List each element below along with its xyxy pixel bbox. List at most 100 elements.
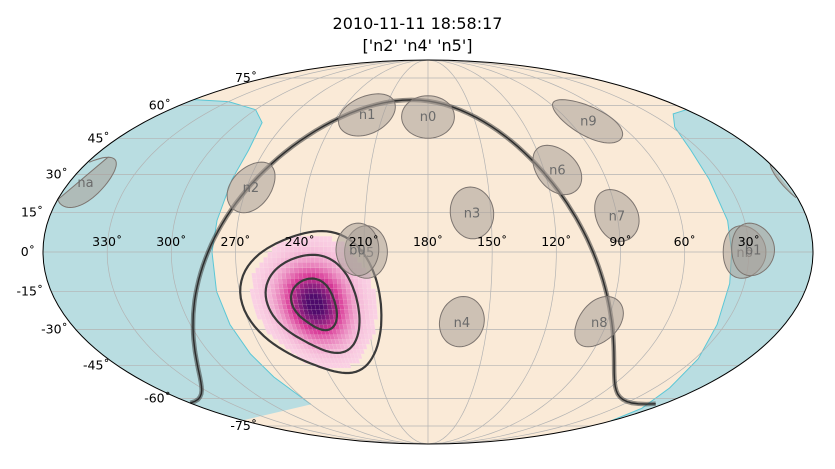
ra-tick-150: 150˚ (477, 234, 507, 249)
ra-tick-300: 300˚ (156, 234, 186, 249)
ra-tick-180: 180˚ (413, 234, 443, 249)
heatmap-cell (371, 293, 377, 300)
contour-1-sigma (290, 277, 338, 332)
heatmap-cell (289, 272, 295, 279)
heatmap-cell (341, 283, 347, 289)
heatmap-cell (280, 251, 285, 258)
heatmap-cell (310, 257, 315, 263)
detector-label-n3: n3 (464, 207, 481, 222)
heatmap-cell (338, 293, 344, 300)
ra-tick-60: 60˚ (674, 234, 696, 249)
heatmap-cell (272, 272, 278, 279)
heatmap-cell (307, 283, 313, 289)
heatmap-cell (323, 262, 328, 268)
heatmap-cell (333, 288, 339, 295)
dec-tick--15: -15˚ (17, 283, 44, 298)
dec-tick-45: 45˚ (88, 130, 110, 145)
heatmap-cell (280, 267, 286, 274)
heatmap-cell (359, 304, 365, 310)
heatmap-cell (323, 246, 328, 253)
detector-n2-footprint (226, 161, 276, 214)
heatmap-cell (371, 288, 376, 295)
heatmap-cell (332, 283, 338, 289)
heatmap-cell (271, 251, 277, 258)
heatmap-cell (331, 267, 337, 274)
heatmap-cell (316, 283, 322, 289)
heatmap-cell (311, 283, 317, 289)
graticule (43, 60, 813, 444)
heatmap-cell (255, 272, 261, 279)
dec-tick-60: 60˚ (149, 98, 171, 113)
heatmap-cell (327, 272, 333, 279)
heatmap-cell (366, 283, 372, 289)
ra-tick-330: 330˚ (92, 234, 122, 249)
heatmap-cell (357, 278, 363, 284)
detector-label-na: na (77, 176, 93, 191)
heatmap-cell (362, 278, 367, 284)
heatmap-cell (362, 288, 368, 295)
heatmap-cell (319, 272, 325, 279)
chart-subtitle: ['n2' 'n4' 'n5'] (362, 36, 473, 55)
detector-n6-footprint (532, 144, 583, 196)
dec-tick-0: 0˚ (21, 244, 35, 259)
heatmap-cell (314, 241, 320, 247)
grid-meridian (427, 60, 686, 444)
heatmap-cell (332, 278, 338, 284)
heatmap-cell (327, 236, 333, 242)
heatmap-cell (327, 251, 332, 258)
heatmap-cell (337, 283, 343, 289)
heatmap-cell (306, 267, 312, 274)
detector-label-n2: n2 (243, 181, 260, 196)
heatmap-cell (320, 288, 326, 295)
heatmap-cell (362, 283, 368, 289)
detector-b0-footprint (335, 222, 380, 277)
heatmap-cell (297, 262, 303, 268)
heatmap-cell (358, 283, 364, 289)
heatmap-cell (361, 314, 367, 320)
detector-label-n0: n0 (420, 110, 437, 125)
dec-tick-75: 75˚ (235, 70, 257, 85)
ra-tick-90: 90˚ (609, 234, 631, 249)
heatmap-cell (271, 246, 277, 253)
heatmap-cell (331, 241, 337, 247)
heatmap-cell (346, 298, 352, 305)
heatmap-cell (271, 262, 277, 268)
heatmap-cell (306, 262, 311, 268)
detectors: n0n1n2n3n4n5n6n7n8n9nanbb0b1 (57, 93, 797, 348)
heatmap-cell (318, 246, 324, 253)
dec-tick--30: -30˚ (41, 322, 68, 337)
heatmap-cell (327, 267, 333, 274)
detector-n0-footprint (401, 95, 455, 139)
heatmap-cell (310, 267, 316, 274)
heatmap-cell (345, 288, 351, 295)
heatmap-cell (345, 283, 351, 289)
heatmap-cell (323, 267, 329, 274)
dec-tick--60: -60˚ (144, 390, 171, 405)
heatmap-cell (255, 267, 261, 274)
heatmap-cell (372, 304, 378, 310)
heatmap-cell (289, 262, 294, 268)
heatmap-cell (259, 267, 265, 274)
grid-meridian (170, 60, 429, 444)
heatmap-cell (281, 278, 287, 284)
detector-label-b0: b0 (349, 243, 366, 258)
heatmap-cell (368, 309, 374, 315)
detector-label-n1: n1 (359, 108, 376, 123)
heatmap-cell (276, 272, 282, 279)
heatmap-cell (281, 272, 287, 279)
detector-b1-footprint (731, 222, 776, 277)
localization-contours (239, 230, 383, 375)
heatmap-cell (297, 267, 303, 274)
heatmap-cell (368, 304, 374, 310)
heatmap-cell (372, 309, 378, 315)
ra-tick-labels: 330˚ 300˚ 270˚ 240˚ 210˚ 180˚ 150˚ 120˚ 90˚ 60˚ 30… (92, 234, 760, 249)
heatmap-cell (314, 267, 320, 274)
heatmap-cell (342, 293, 348, 300)
heatmap-cell (351, 298, 357, 305)
heatmap-cell (314, 236, 320, 242)
heatmap-cell (276, 257, 281, 263)
heatmap-cell (323, 236, 328, 242)
heatmap-cell (302, 267, 307, 274)
